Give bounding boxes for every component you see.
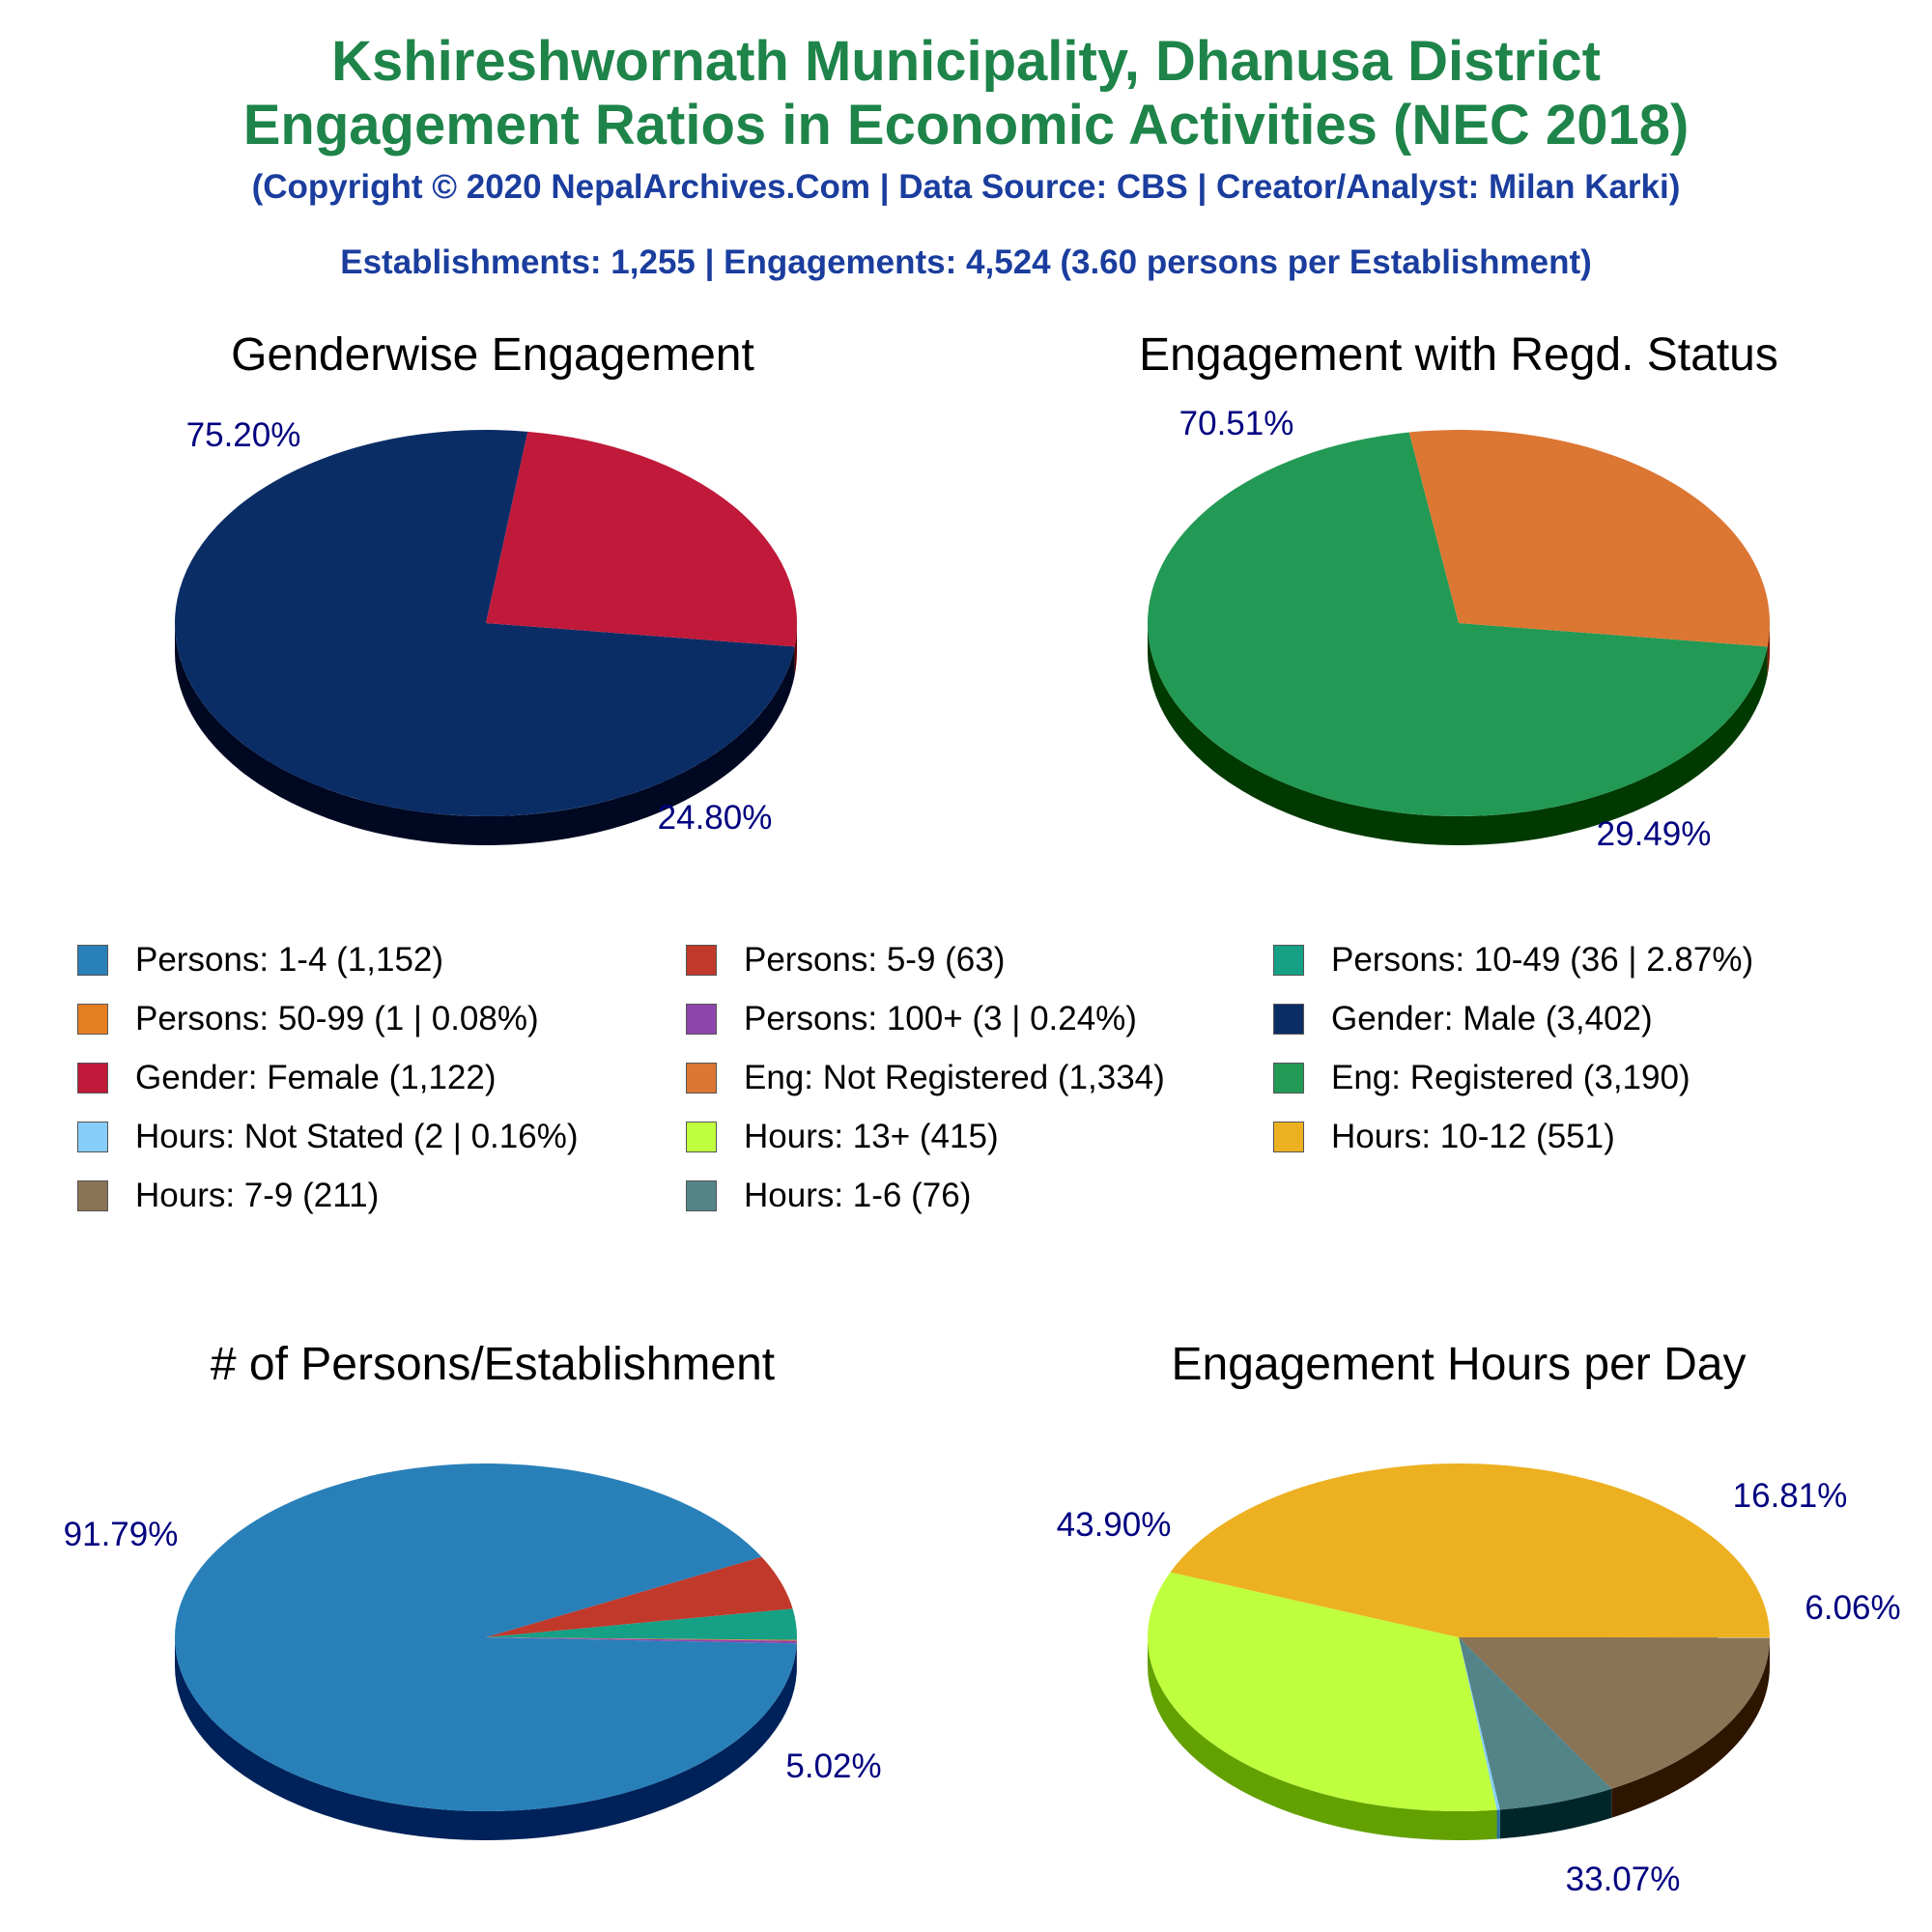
legend-swatch — [686, 945, 717, 976]
pie-pct-label-0-0: 75.20% — [186, 416, 301, 454]
legend-swatch — [686, 1004, 717, 1035]
legend-label: Hours: 1-6 (76) — [744, 1177, 972, 1214]
legend-label: Gender: Male (3,402) — [1331, 1000, 1653, 1037]
legend-label: Persons: 100+ (3 | 0.24%) — [744, 1000, 1137, 1037]
legend-label: Hours: 13+ (415) — [744, 1118, 999, 1155]
pie-pct-label-1-1: 29.49% — [1597, 815, 1712, 853]
pie-pct-label-0-1: 24.80% — [658, 799, 773, 837]
pie-slice-1-0 — [1148, 432, 1768, 817]
pie-slice-2-4 — [486, 1637, 797, 1644]
pie-title-registration: Engagement with Regd. Status — [1139, 329, 1778, 381]
pie-chart-0: 75.20% 24.80% — [175, 416, 797, 845]
legend-label: Persons: 5-9 (63) — [744, 941, 1006, 979]
pie-slice-3-4 — [1148, 1572, 1497, 1811]
pie-slice-0-0 — [175, 429, 795, 816]
legend-swatch — [686, 1063, 717, 1094]
pie-pct-label-3-2: 6.06% — [1804, 1589, 1900, 1627]
legend-swatch — [77, 1063, 108, 1094]
pie-side-2-0 — [175, 1637, 797, 1840]
pie-pct-label-3-0: 43.90% — [1057, 1506, 1172, 1544]
legend-label: Persons: 50-99 (1 | 0.08%) — [135, 1000, 539, 1037]
pie-pct-label-1-0: 70.51% — [1179, 405, 1294, 442]
pie-slice-2-2 — [486, 1608, 797, 1640]
pie-slice-0-1 — [486, 431, 797, 647]
legend-swatch — [686, 1122, 717, 1152]
summary-line: Establishments: 1,255 | Engagements: 4,5… — [340, 243, 1592, 281]
legend-label: Gender: Female (1,122) — [135, 1059, 497, 1096]
pie-chart-2: 91.79% 5.02% — [64, 1463, 882, 1840]
pie-pct-label-3-4: 33.07% — [1566, 1861, 1681, 1898]
legend-swatch — [1273, 1063, 1304, 1094]
pie-side-3-1 — [1611, 1637, 1770, 1818]
pie-slice-2-3 — [486, 1637, 797, 1641]
pie-slice-3-1 — [1459, 1637, 1770, 1789]
pie-side-3-2 — [1499, 1788, 1612, 1839]
pie-title-hours: Engagement Hours per Day — [1171, 1339, 1747, 1390]
legend-swatch — [77, 1004, 108, 1035]
legend-label: Persons: 1-4 (1,152) — [135, 941, 444, 979]
pie-slice-3-0 — [1170, 1463, 1770, 1638]
pie-side-3-3 — [1496, 1809, 1500, 1839]
pie-slice-1-1 — [1408, 430, 1770, 647]
legend-label: Persons: 10-49 (36 | 2.87%) — [1331, 941, 1754, 979]
copyright-line: (Copyright © 2020 NepalArchives.Com | Da… — [251, 168, 1681, 206]
chart-title-line1: Kshireshwornath Municipality, Dhanusa Di… — [331, 30, 1601, 93]
legend-label: Hours: 10-12 (551) — [1331, 1118, 1615, 1155]
pie-side-1-1 — [1767, 623, 1770, 676]
pie-slice-3-3 — [1459, 1637, 1500, 1810]
legend-swatch — [77, 1180, 108, 1211]
pie-pct-label-2-0: 91.79% — [64, 1516, 179, 1553]
chart-title-line2: Engagement Ratios in Economic Activities… — [242, 94, 1690, 156]
pie-pct-label-3-1: 16.81% — [1733, 1477, 1848, 1515]
pie-slice-2-0 — [175, 1463, 797, 1812]
legend-label: Hours: Not Stated (2 | 0.16%) — [135, 1118, 579, 1155]
pie-side-0-1 — [794, 623, 797, 676]
pie-chart-1: 70.51% 29.49% — [1148, 405, 1770, 853]
pie-title-persons: # of Persons/Establishment — [210, 1339, 776, 1390]
pie-chart-3: 43.90% 16.81% 6.06% 33.07% — [1057, 1463, 1901, 1898]
pie-pct-label-2-1: 5.02% — [785, 1747, 881, 1785]
legend-swatch — [1273, 1004, 1304, 1035]
legend-swatch — [1273, 945, 1304, 976]
legend-swatch — [686, 1180, 717, 1211]
legend-label: Hours: 7-9 (211) — [135, 1177, 380, 1214]
legend-swatch — [77, 1122, 108, 1152]
pie-slice-3-2 — [1459, 1637, 1612, 1810]
legend-swatch — [1273, 1122, 1304, 1152]
legend-label: Eng: Registered (3,190) — [1331, 1059, 1690, 1096]
legend-swatch — [77, 945, 108, 976]
pie-slice-2-1 — [486, 1556, 793, 1637]
legend-label: Eng: Not Registered (1,334) — [744, 1059, 1165, 1096]
pie-title-gender: Genderwise Engagement — [231, 329, 754, 381]
pie-side-3-4 — [1148, 1637, 1497, 1841]
